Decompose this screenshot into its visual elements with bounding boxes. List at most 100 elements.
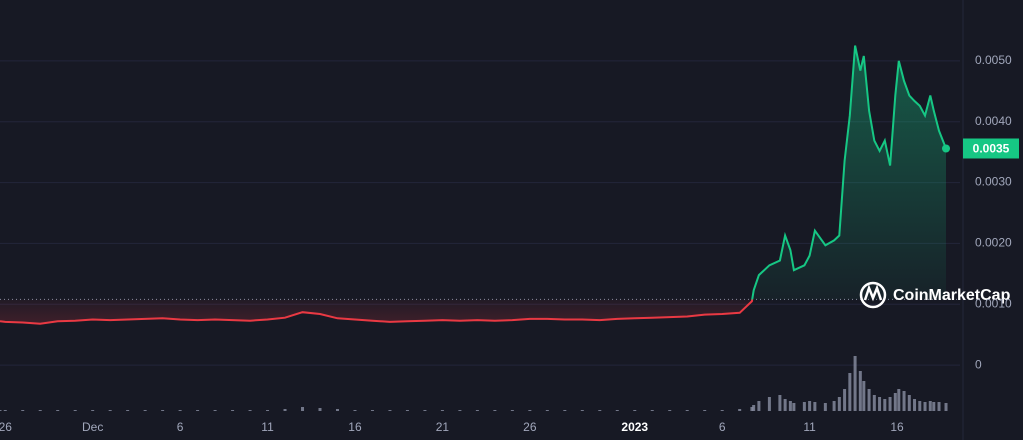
volume-bar: [928, 401, 932, 411]
volume-bar: [918, 401, 922, 411]
volume-bar: [862, 381, 866, 411]
volume-bar: [458, 410, 462, 411]
x-tick-label: 6: [719, 420, 726, 434]
volume-bar: [213, 410, 217, 411]
volume-bar: [178, 410, 182, 411]
volume-bar: [388, 410, 392, 411]
volume-bar: [878, 397, 882, 411]
volume-bar: [231, 410, 235, 411]
volume-bar: [867, 389, 871, 411]
volume-bar: [853, 356, 857, 411]
volume-bar: [778, 395, 782, 411]
volume-bar: [872, 395, 876, 411]
volume-bar: [266, 410, 270, 411]
watermark-logo-mark: [863, 284, 883, 302]
volume-bar: [440, 410, 444, 411]
watermark-logo: [859, 281, 887, 309]
volume-bar: [3, 410, 7, 411]
volume-bar: [848, 373, 852, 411]
x-tick-label: 16: [348, 420, 362, 434]
volume-bar: [703, 410, 707, 411]
volume-bar: [843, 389, 847, 411]
last-label-box: [963, 138, 1019, 159]
price-line: [0, 45, 947, 325]
volume-bar: [813, 402, 817, 411]
volume-bar: [493, 410, 497, 411]
volume-bar: [752, 405, 756, 411]
volume-bar: [161, 410, 165, 411]
volume-bar: [510, 410, 514, 411]
volume-bar: [598, 410, 602, 411]
volume-bar: [823, 403, 827, 411]
volume-bar: [720, 410, 724, 411]
volume-bar: [738, 409, 742, 411]
volume-bar: [73, 410, 77, 411]
volume-bar: [91, 410, 95, 411]
volume-bar: [792, 403, 796, 411]
watermark-text: CoinMarketCap: [893, 287, 1011, 304]
y-tick-label: 0.0030: [975, 175, 1012, 189]
volume-bar: [21, 410, 25, 411]
volume-bar: [907, 395, 911, 411]
x-tick-label: 2023: [621, 420, 648, 434]
volume-bar: [423, 410, 427, 411]
volume-bar: [685, 410, 689, 411]
volume-bar: [944, 403, 948, 411]
x-tick-label: 11: [261, 420, 274, 434]
y-tick-label: 0: [975, 357, 982, 371]
y-tick-label: 0.0040: [975, 114, 1012, 128]
volume-bar: [545, 410, 549, 411]
volume-bar: [248, 410, 252, 411]
volume-bar: [897, 389, 901, 411]
volume-bar: [767, 397, 771, 411]
last-point: [942, 144, 951, 153]
volume-bar: [633, 410, 637, 411]
price-area: [0, 45, 947, 324]
x-tick-label: 26: [523, 420, 537, 434]
volume-bar: [757, 401, 761, 411]
volume-bar: [563, 410, 567, 411]
x-tick-label: Dec: [82, 420, 103, 434]
volume-bar: [788, 401, 792, 411]
volume-bar: [475, 410, 479, 411]
volume-bar: [802, 402, 806, 411]
volume-bar: [893, 393, 897, 411]
volume-bar: [615, 410, 619, 411]
x-tick-label: 21: [436, 420, 450, 434]
volume-bar: [932, 402, 936, 411]
y-tick-label: 0.0010: [975, 296, 1012, 310]
x-tick-label: 11: [803, 420, 816, 434]
x-tick-label: 6: [177, 420, 184, 434]
volume-bar: [837, 397, 841, 411]
volume-bar: [528, 410, 532, 411]
y-tick-label: 0.0050: [975, 53, 1012, 67]
volume-bar: [902, 391, 906, 411]
volume-bar: [38, 410, 42, 411]
volume-bar: [883, 399, 887, 411]
volume-bar: [858, 371, 862, 411]
volume-bar: [370, 410, 374, 411]
volume-bar: [318, 408, 322, 411]
y-tick-label: 0.0020: [975, 236, 1012, 250]
volume-bar: [353, 410, 357, 411]
volume-bar: [335, 409, 339, 411]
volume-bar: [108, 410, 112, 411]
volume-bar: [888, 397, 892, 411]
last-label: 0.0035: [973, 142, 1010, 156]
volume-bar: [832, 401, 836, 411]
volume-bar: [405, 410, 409, 411]
volume-bar: [143, 410, 147, 411]
volume-bar: [923, 402, 927, 411]
volume-bar: [580, 410, 584, 411]
x-tick-label: 16: [890, 420, 904, 434]
volume-bar: [913, 399, 917, 411]
volume-bar: [196, 410, 200, 411]
volume-bar: [283, 409, 287, 411]
volume-bar: [783, 399, 787, 411]
x-tick-label: 26: [0, 420, 12, 434]
watermark: CoinMarketCap: [859, 281, 1011, 309]
volume-bar: [937, 402, 941, 411]
volume-bar: [650, 410, 654, 411]
volume-bar: [0, 410, 2, 411]
